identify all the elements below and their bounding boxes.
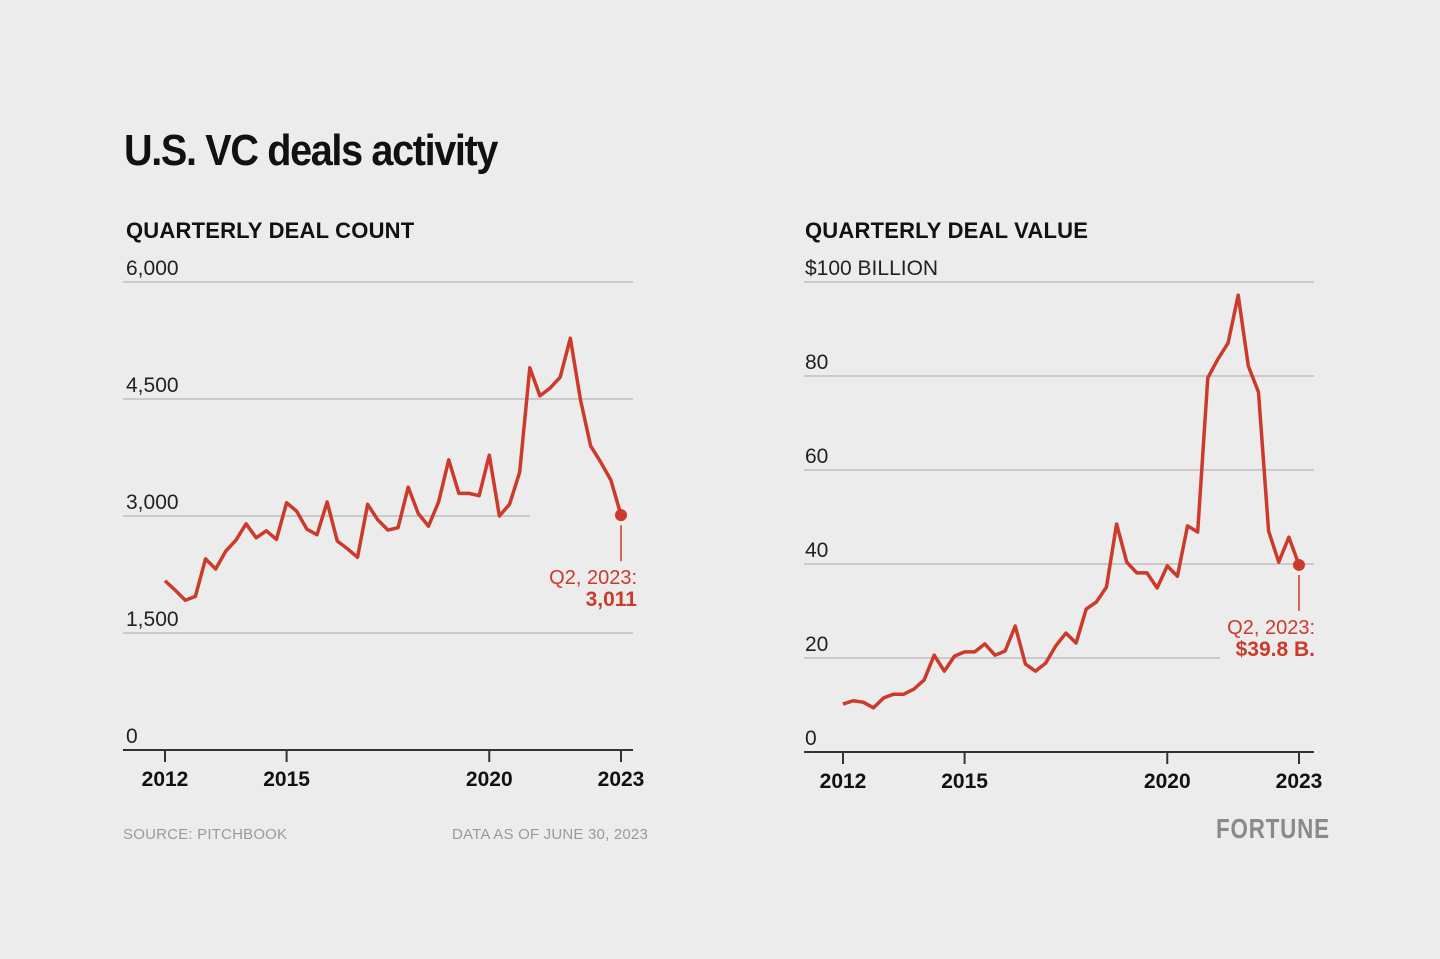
annotation-label: Q2, 2023: (549, 567, 637, 589)
x-tick-label: 2023 (1276, 770, 1323, 793)
y-tick-label: 60 (805, 445, 828, 468)
y-tick-label: 80 (805, 351, 828, 374)
y-tick-label: 1,500 (126, 608, 179, 631)
x-tick-label: 2023 (598, 768, 645, 791)
x-tick-label: 2015 (263, 768, 310, 791)
y-tick-label: 4,500 (126, 374, 179, 397)
last-data-point (615, 509, 627, 522)
chart-title-deal-count: QUARTERLY DEAL COUNT (126, 218, 415, 243)
annotation-label: Q2, 2023: (1227, 617, 1315, 639)
y-tick-label: 0 (126, 725, 138, 748)
data-date-note: DATA AS OF JUNE 30, 2023 (452, 826, 648, 843)
data-line (163, 336, 623, 602)
source-note: SOURCE: PITCHBOOK (123, 826, 288, 843)
x-tick-label: 2020 (466, 768, 513, 791)
annotation-value: 3,011 (586, 588, 638, 611)
x-tick-label: 2015 (941, 770, 988, 793)
y-tick-label: 0 (805, 727, 817, 750)
y-tick-label: 20 (805, 633, 828, 656)
fortune-logo: FORTUNE (1216, 813, 1330, 844)
x-tick-label: 2012 (820, 770, 867, 793)
data-line (842, 293, 1301, 710)
y-tick-label: 6,000 (126, 257, 179, 280)
chart-title-deal-value: QUARTERLY DEAL VALUE (805, 218, 1089, 243)
y-tick-label: 40 (805, 539, 828, 562)
annotation-value: $39.8 B. (1236, 638, 1315, 661)
y-tick-label: 3,000 (126, 491, 179, 514)
page-title: U.S. VC deals activity (124, 126, 498, 175)
last-data-point (1293, 558, 1305, 571)
x-tick-label: 2012 (142, 768, 189, 791)
x-tick-label: 2020 (1144, 770, 1191, 793)
y-tick-label: $100 BILLION (805, 257, 938, 280)
